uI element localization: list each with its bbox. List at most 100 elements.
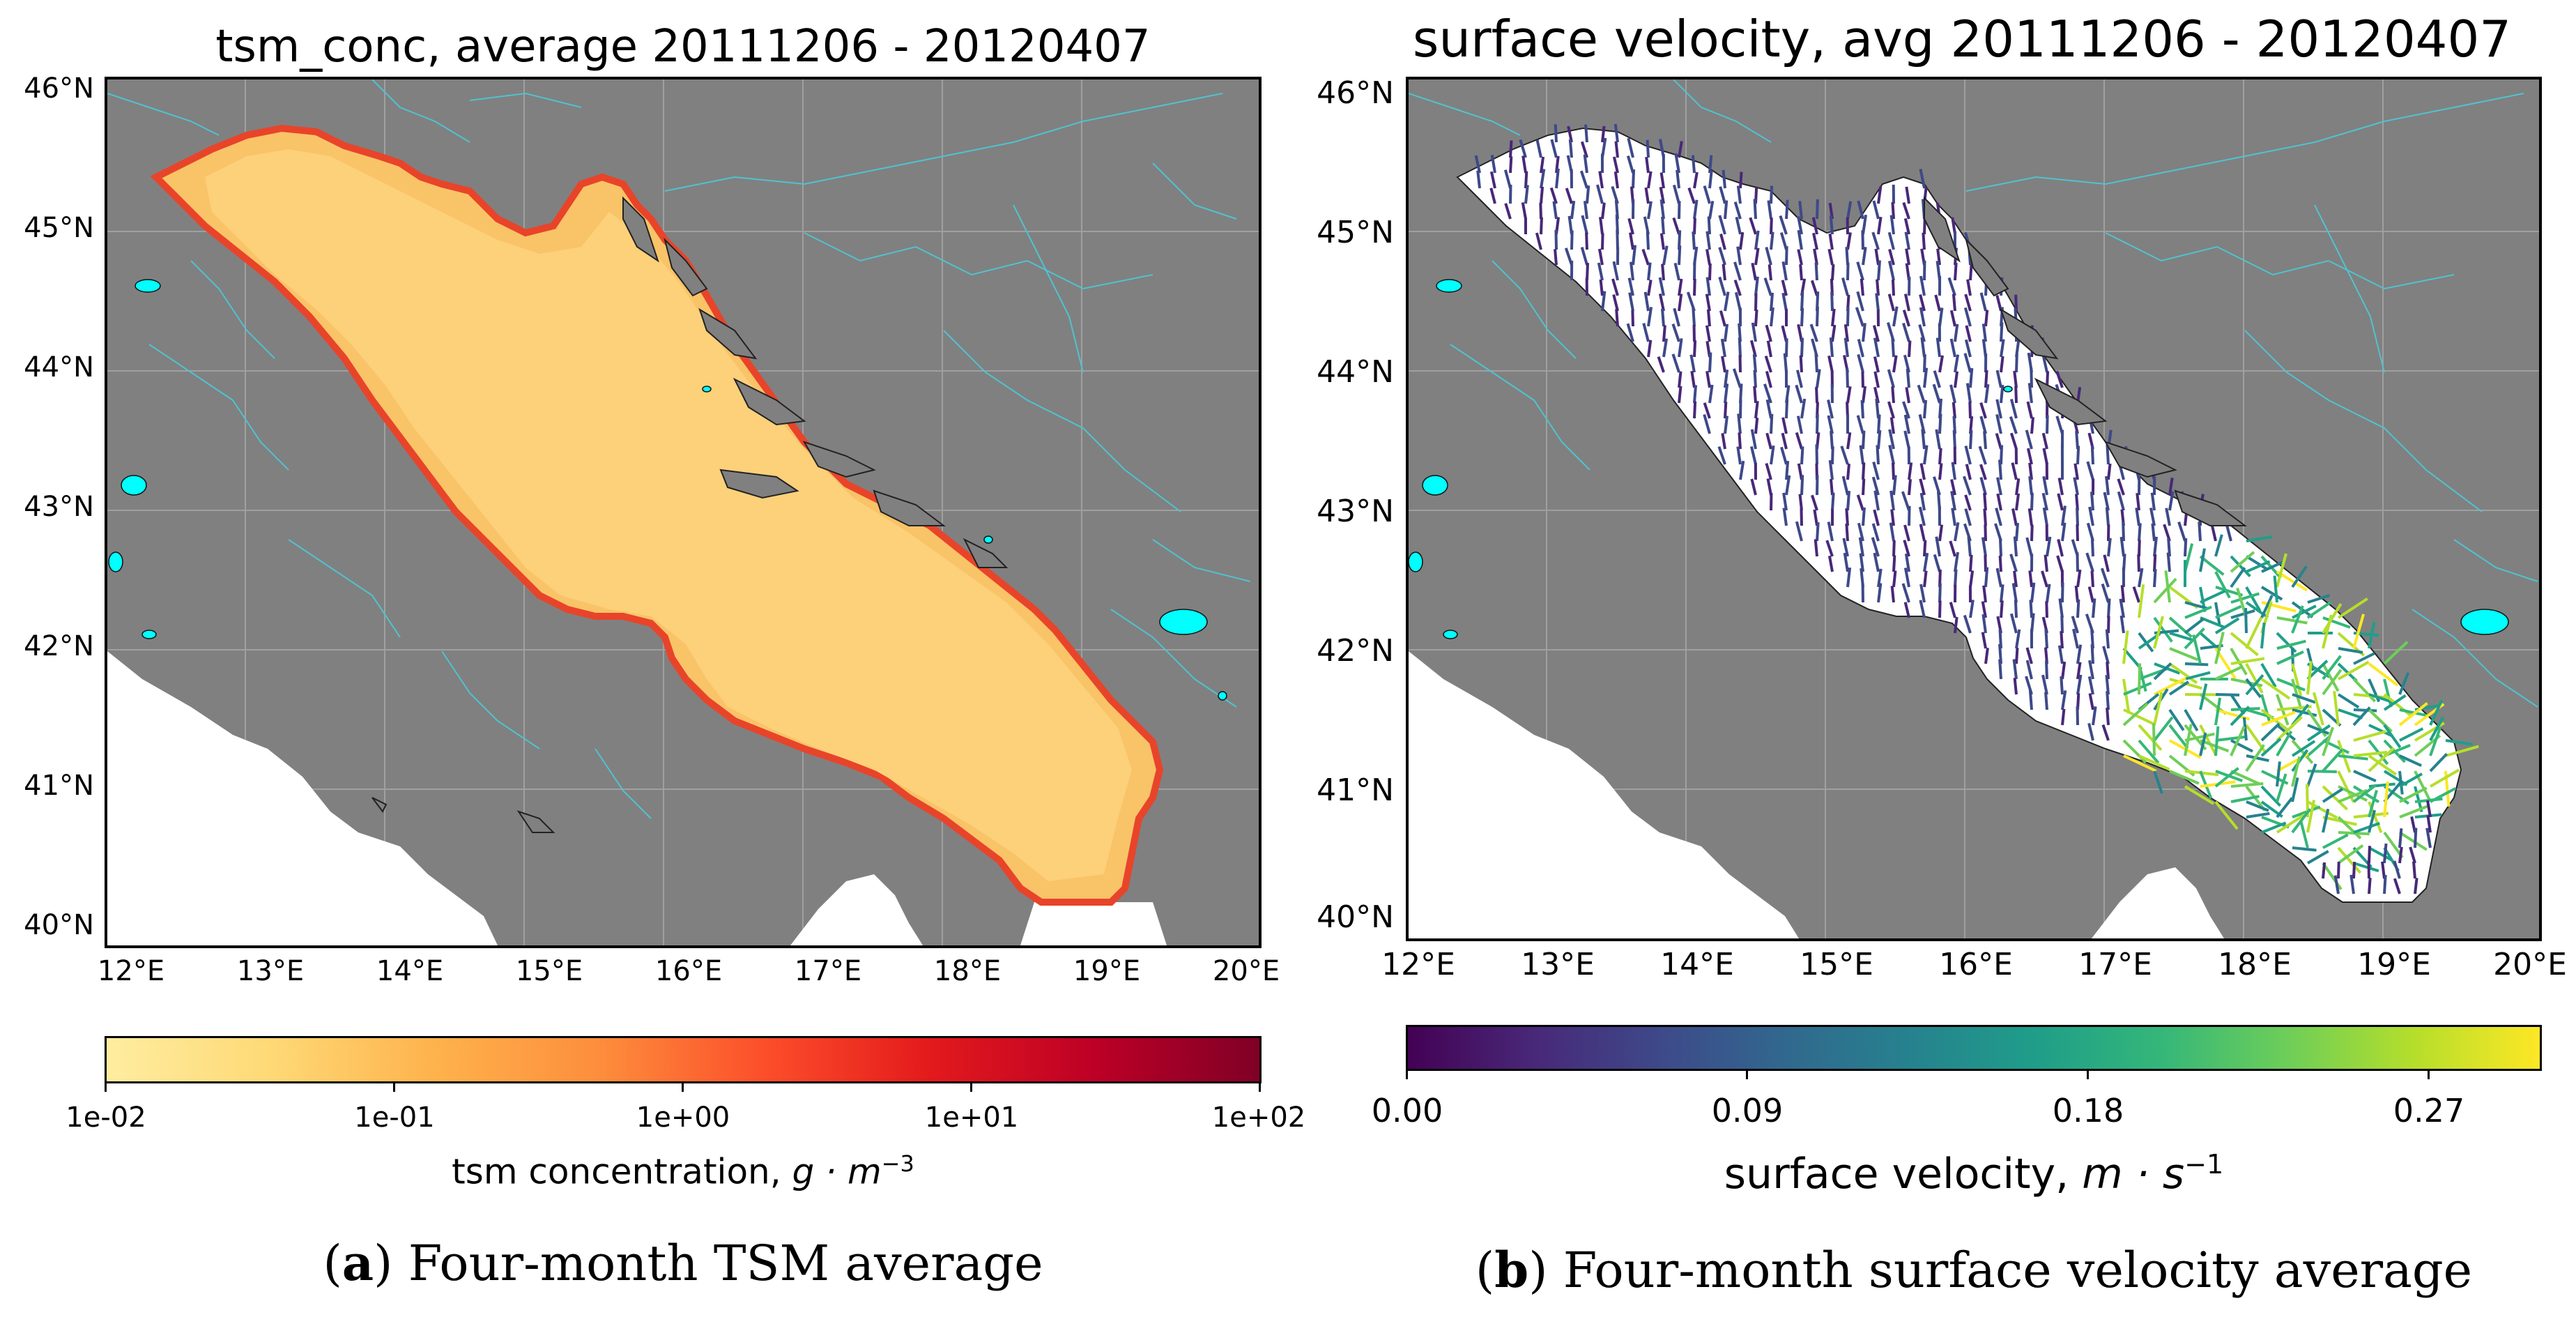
velocity-arrow <box>1855 307 1864 327</box>
panel-a-colorbar-tick-label: 1e+00 <box>636 1102 730 1134</box>
velocity-arrow <box>2410 816 2416 833</box>
velocity-arrow <box>2246 812 2270 819</box>
velocity-arrow <box>1693 401 1697 419</box>
velocity-arrow <box>2338 789 2368 803</box>
velocity-arrow <box>2105 475 2110 496</box>
velocity-arrow <box>1842 538 1849 557</box>
velocity-arrow <box>2260 622 2266 649</box>
velocity-arrow <box>1580 246 1588 266</box>
velocity-arrow <box>2025 660 2033 680</box>
panel-a-colorbar-tick <box>1259 1083 1261 1092</box>
velocity-arrow <box>2276 570 2308 592</box>
velocity-arrow <box>1733 261 1742 281</box>
velocity-arrow <box>1816 199 1819 220</box>
velocity-arrow <box>2135 508 2140 526</box>
velocity-arrow <box>1923 570 1928 588</box>
velocity-arrow <box>2230 551 2255 573</box>
velocity-arrow <box>2409 846 2416 864</box>
velocity-arrow <box>1923 399 1928 419</box>
velocity-arrow <box>1705 325 1711 342</box>
velocity-arrow <box>1831 264 1835 281</box>
velocity-arrow <box>1891 201 1895 220</box>
velocity-arrow <box>1919 600 1926 618</box>
velocity-arrow <box>1750 429 1757 450</box>
velocity-arrow <box>2337 846 2362 874</box>
velocity-arrow <box>1476 170 1481 189</box>
panel-a-tyrrhenian-white <box>107 651 498 945</box>
velocity-arrow <box>1871 231 1880 250</box>
velocity-arrow <box>1891 337 1895 358</box>
panel-b-map[interactable] <box>1406 77 2542 941</box>
velocity-arrow <box>2214 617 2240 634</box>
velocity-arrow <box>1877 568 1883 588</box>
velocity-arrow <box>1981 632 1987 649</box>
velocity-arrow <box>2184 671 2211 680</box>
velocity-arrow <box>1888 248 1895 266</box>
velocity-arrow <box>1708 384 1714 404</box>
velocity-arrow <box>1736 246 1742 266</box>
velocity-arrow <box>2214 697 2222 726</box>
velocity-arrow <box>1647 280 1653 296</box>
velocity-arrow <box>1732 368 1742 388</box>
velocity-arrow <box>2322 669 2343 696</box>
velocity-arrow <box>1705 249 1711 266</box>
velocity-arrow <box>1984 524 1987 542</box>
velocity-arrow <box>2153 716 2174 742</box>
velocity-arrow <box>1644 187 1650 204</box>
velocity-arrow <box>1765 463 1772 480</box>
velocity-arrow <box>2292 604 2317 619</box>
velocity-arrow <box>1984 647 1989 664</box>
panel-a-colorbar-tick-label: 1e+02 <box>1211 1102 1306 1134</box>
velocity-arrow <box>2041 354 2048 373</box>
velocity-arrow <box>1877 216 1883 235</box>
velocity-arrow <box>2260 595 2274 618</box>
velocity-arrow <box>1998 459 2002 480</box>
velocity-arrow <box>1626 155 1634 174</box>
velocity-arrow <box>2292 693 2316 704</box>
velocity-arrow <box>2276 715 2303 742</box>
panel-b-lat-label: 43°N <box>1317 494 1394 529</box>
velocity-arrow <box>1951 508 1956 526</box>
velocity-arrow <box>1739 399 1742 419</box>
velocity-arrow <box>2276 797 2294 819</box>
velocity-arrow <box>2117 478 2125 496</box>
velocity-arrow <box>2028 475 2033 496</box>
velocity-arrow <box>2138 540 2141 557</box>
velocity-arrow <box>2122 739 2147 763</box>
velocity-arrow <box>2166 552 2171 572</box>
velocity-arrow <box>1932 383 1941 404</box>
velocity-arrow <box>2306 724 2331 742</box>
velocity-arrow <box>1873 356 1880 373</box>
velocity-arrow <box>1827 555 1834 572</box>
velocity-arrow <box>1919 584 1926 603</box>
panel-b-tyrrhenian-white <box>1409 651 1799 938</box>
velocity-arrow <box>1782 508 1788 526</box>
velocity-arrow <box>1489 188 1496 204</box>
velocity-arrow <box>1923 552 1929 572</box>
velocity-arrow <box>2383 781 2389 818</box>
velocity-arrow <box>2085 614 2094 634</box>
velocity-arrow <box>1919 478 1926 496</box>
velocity-arrow <box>1908 505 1911 526</box>
velocity-arrow <box>1983 492 1987 511</box>
velocity-arrow <box>1739 231 1745 250</box>
panel-a-map[interactable] <box>105 77 1262 948</box>
velocity-arrow <box>2291 663 2303 696</box>
velocity-arrow <box>2015 493 2021 511</box>
panel-a-map-svg <box>107 79 1259 945</box>
velocity-arrow <box>1902 322 1910 342</box>
velocity-arrow <box>2322 655 2342 680</box>
velocity-arrow <box>2025 429 2033 450</box>
velocity-arrow <box>2153 536 2158 557</box>
velocity-arrow <box>1862 430 1866 450</box>
velocity-arrow <box>1840 446 1849 465</box>
panel-a-lat-label: 40°N <box>24 909 94 941</box>
velocity-arrow <box>1797 249 1803 266</box>
velocity-arrow <box>2333 875 2340 895</box>
velocity-arrow <box>2106 662 2110 680</box>
velocity-arrow <box>1841 475 1849 496</box>
velocity-arrow <box>1845 523 1849 542</box>
velocity-arrow <box>1580 141 1588 158</box>
velocity-arrow <box>1474 155 1481 174</box>
velocity-arrow <box>2087 586 2094 603</box>
